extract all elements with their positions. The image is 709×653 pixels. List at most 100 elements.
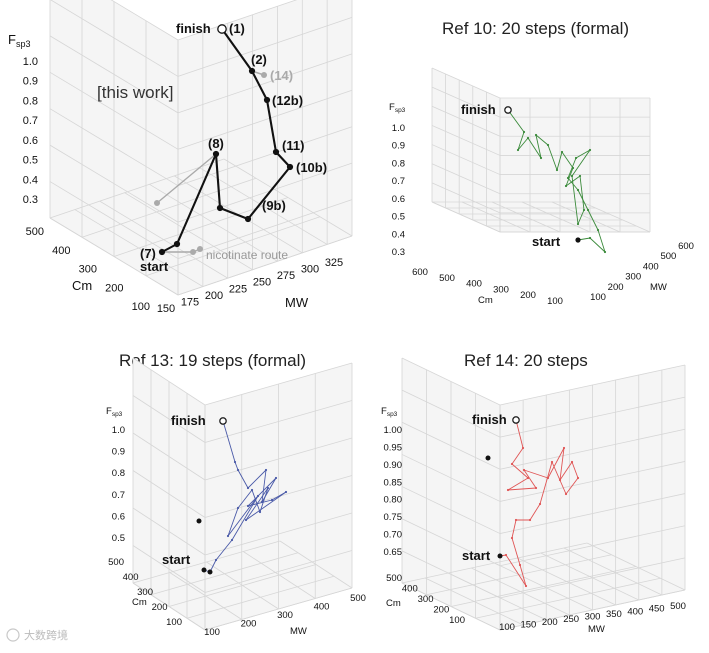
panel4-y-tick-label: 400 bbox=[402, 584, 418, 595]
panel1-grid-y-floor bbox=[49, 158, 225, 219]
panel4-grid-z-side bbox=[401, 454, 501, 502]
panel1-grid-z-side bbox=[110, 0, 179, 41]
panel1-grid-z-side bbox=[49, 181, 179, 259]
panel2-route-segment bbox=[565, 167, 574, 187]
panel3-route-segment bbox=[251, 489, 261, 513]
panel1-grid-z-back bbox=[177, 0, 298, 41]
panel1-side-point bbox=[197, 246, 203, 252]
panel4-grid-z-back bbox=[499, 461, 686, 502]
panel1-route-point bbox=[244, 215, 252, 223]
panel1-point-label: (2) bbox=[251, 52, 267, 67]
panel4-route-point bbox=[510, 536, 514, 540]
panel2-x-tick-label: 400 bbox=[643, 261, 659, 272]
panel4-route-point bbox=[570, 460, 574, 464]
panel2-route-segment bbox=[517, 137, 529, 151]
panel4-route-segment bbox=[505, 554, 527, 587]
panel2-route-segment bbox=[577, 209, 585, 225]
panel4-zlabel: Fsp3 bbox=[381, 406, 398, 418]
panel4-grid-z-back bbox=[499, 525, 686, 567]
panel1-grid-z-side bbox=[49, 217, 179, 296]
panel4-grid-z-back bbox=[499, 396, 686, 438]
panel4-grid-z-side bbox=[401, 550, 501, 599]
panel4-route-point bbox=[528, 518, 532, 522]
panel4-route-segment bbox=[559, 447, 565, 481]
panel1-side-point bbox=[190, 249, 196, 255]
panel2-z-tick-label: 0.7 bbox=[392, 176, 405, 187]
panel4-y-tick-label: 200 bbox=[433, 605, 449, 616]
panel1-start-label: start bbox=[140, 259, 169, 274]
panel1-x-tick-label: 250 bbox=[253, 277, 271, 289]
panel1-pane-back bbox=[178, 0, 352, 295]
panel2-grid-z-side bbox=[431, 182, 501, 214]
panel4-finish-label: finish bbox=[472, 412, 507, 427]
panel4-route-point bbox=[550, 460, 554, 464]
panel2-grid-z-side bbox=[431, 105, 501, 137]
panel2-route-point bbox=[555, 168, 559, 172]
panel3-route-point bbox=[233, 460, 237, 464]
panel1-series: (1) (2) (12b) (11) (10b) (9b) (8) (7) (14) bbox=[140, 21, 327, 261]
panel4-route-point bbox=[524, 584, 528, 588]
watermark-logo-icon bbox=[6, 628, 20, 642]
panel3-route-segment bbox=[237, 489, 253, 509]
panel1-nicotinate-label: nicotinate route bbox=[206, 248, 288, 262]
panel4-route-segment bbox=[511, 519, 517, 539]
panel4-route-segment bbox=[523, 469, 537, 489]
panel3-route-point bbox=[244, 518, 248, 522]
panel1-x-tick-label: 325 bbox=[325, 257, 343, 269]
panel3-grid-y-floor bbox=[168, 564, 317, 607]
panel2-route-point bbox=[582, 208, 586, 212]
panel2-route-segment bbox=[527, 137, 542, 159]
panel1-grid-z-back bbox=[177, 17, 353, 77]
panel3-grid-y-floor bbox=[132, 540, 281, 584]
panel1-main-route-segment bbox=[265, 98, 278, 154]
panel1-grid-z-side bbox=[49, 108, 179, 187]
panel3-grid-y-floor bbox=[150, 552, 299, 596]
panel4-route-segment bbox=[539, 461, 553, 505]
panel2-route-point bbox=[516, 148, 520, 152]
panel2-title: Ref 10: 20 steps (formal) bbox=[442, 19, 629, 38]
panel1-grid-z-back bbox=[177, 199, 353, 259]
panel1-z-tick-label: 0.6 bbox=[23, 135, 38, 147]
panel1-z-tick-label: 0.8 bbox=[23, 95, 38, 107]
panel1-point-label: (8) bbox=[208, 136, 224, 151]
panel2-route-point bbox=[576, 222, 580, 226]
panel4-x-tick-label: 150 bbox=[520, 619, 536, 630]
panel3-route-point bbox=[236, 506, 240, 510]
panel3-grid-z-side bbox=[132, 582, 206, 631]
panel1-zlabel: Fsp3 bbox=[8, 32, 30, 49]
panel2-route-segment bbox=[577, 189, 589, 211]
panel2-ylabel: Cm bbox=[478, 295, 493, 306]
panel2-grid-x-floor bbox=[521, 201, 591, 233]
panel4-x-tick-label: 400 bbox=[627, 606, 643, 617]
panel3-route-point bbox=[236, 468, 240, 472]
panel4-route-point bbox=[538, 502, 542, 506]
panel3-route-segment bbox=[227, 495, 259, 537]
panel2-z-tick-label: 0.3 bbox=[392, 247, 405, 258]
panel1-ylabel: Cm bbox=[72, 278, 92, 293]
panel4-y-tick-label: 300 bbox=[418, 594, 434, 605]
panel1-x-tick-label: 275 bbox=[277, 270, 295, 282]
panel3-grid-z-side bbox=[132, 470, 206, 518]
panel1-grid-z-side bbox=[49, 35, 179, 114]
panel4-grid-y-floor bbox=[475, 577, 661, 619]
panel3-grid-z-back bbox=[204, 512, 353, 556]
panel1-y-tick-label: 300 bbox=[79, 264, 97, 276]
panel1-main-route-segment bbox=[218, 206, 250, 221]
panel1-x-tick-label: 175 bbox=[181, 296, 199, 308]
panel2-route-point bbox=[546, 143, 550, 147]
panel3-grid-z-back bbox=[204, 362, 353, 406]
panel4-route-segment bbox=[571, 461, 579, 479]
panel1-route-point bbox=[212, 150, 220, 158]
panel4-route-segment bbox=[511, 463, 529, 479]
panel3-route-segment bbox=[247, 477, 277, 507]
panel4-z-tick-label: 1.00 bbox=[384, 425, 403, 436]
panel3-route-point bbox=[260, 500, 264, 504]
watermark: 大数跨境 bbox=[6, 628, 68, 642]
panel1-route-point bbox=[286, 163, 294, 171]
panel2-route-point bbox=[566, 176, 570, 180]
panel2-route-point bbox=[588, 236, 592, 240]
panel4-grid-z-side bbox=[401, 357, 501, 406]
panel2-z-tick-label: 0.5 bbox=[392, 212, 405, 223]
panel2-start-label: start bbox=[532, 234, 561, 249]
panel1-main-route-segment bbox=[246, 165, 292, 221]
